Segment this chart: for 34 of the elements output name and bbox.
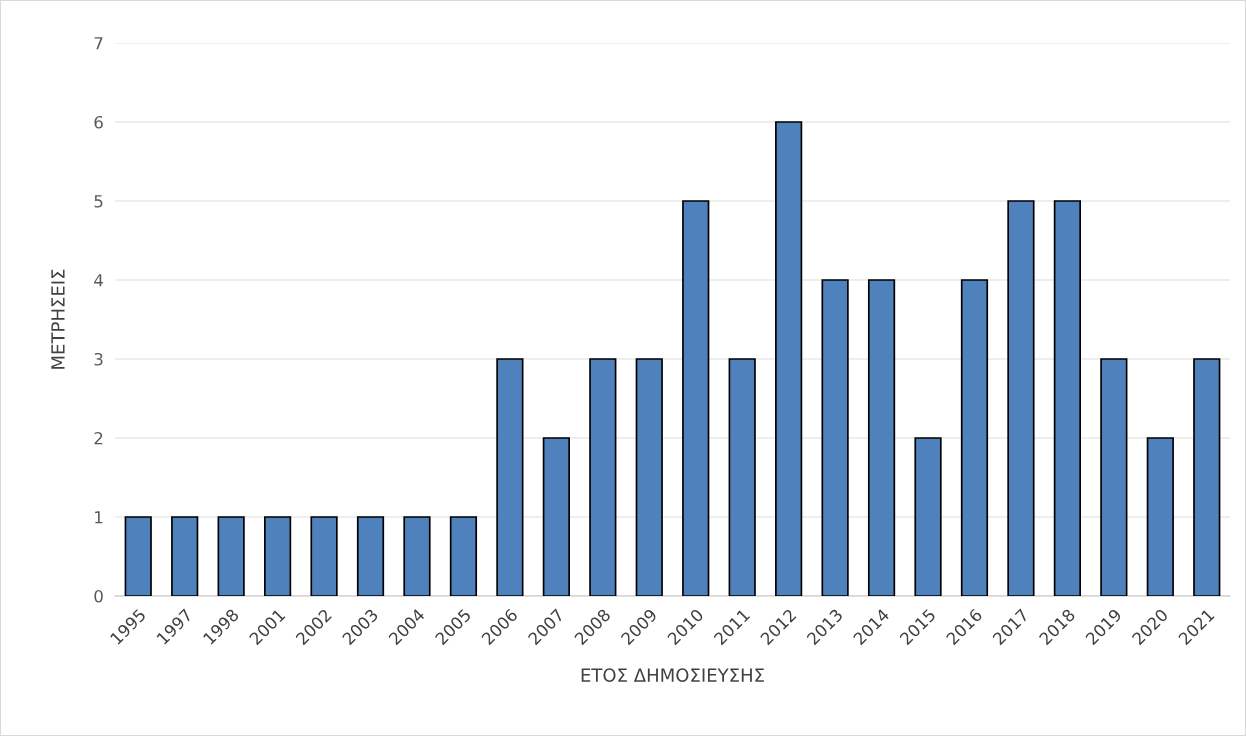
bar: [124, 516, 152, 596]
y-tick-label: 2: [94, 431, 103, 445]
bar: [356, 516, 385, 596]
bar: [1193, 358, 1221, 596]
bar: [1146, 437, 1174, 596]
bar: [449, 516, 478, 596]
bar: [775, 121, 803, 596]
y-tick-label: 0: [94, 589, 103, 603]
y-tick-label: 3: [94, 352, 103, 366]
bar: [821, 279, 849, 596]
bar: [217, 516, 245, 596]
y-tick-label: 1: [95, 511, 103, 524]
bar: [310, 516, 338, 596]
bar: [263, 516, 292, 596]
y-tick-label: 5: [94, 195, 103, 208]
bar: [867, 279, 896, 596]
bar: [728, 358, 756, 596]
x-axis-title: ΕΤΟΣ ΔΗΜΟΣΙΕΥΣΗΣ: [581, 668, 764, 682]
bar: [496, 358, 524, 596]
bar: [589, 358, 617, 596]
bar: [914, 437, 942, 596]
bar: [1007, 200, 1035, 596]
y-axis-title: ΜΕΤΡΗΣΕΙΣ: [51, 269, 65, 369]
bar: [1100, 358, 1128, 596]
y-tick-label: 7: [94, 37, 103, 50]
bar: [682, 200, 710, 596]
bar: [542, 437, 570, 596]
y-tick-label: 6: [94, 115, 103, 129]
bar: [1053, 200, 1082, 596]
bar: [403, 516, 431, 596]
bar: [635, 358, 663, 596]
bar: [171, 516, 199, 596]
bar: [960, 279, 989, 596]
y-tick-label: 4: [94, 274, 103, 287]
